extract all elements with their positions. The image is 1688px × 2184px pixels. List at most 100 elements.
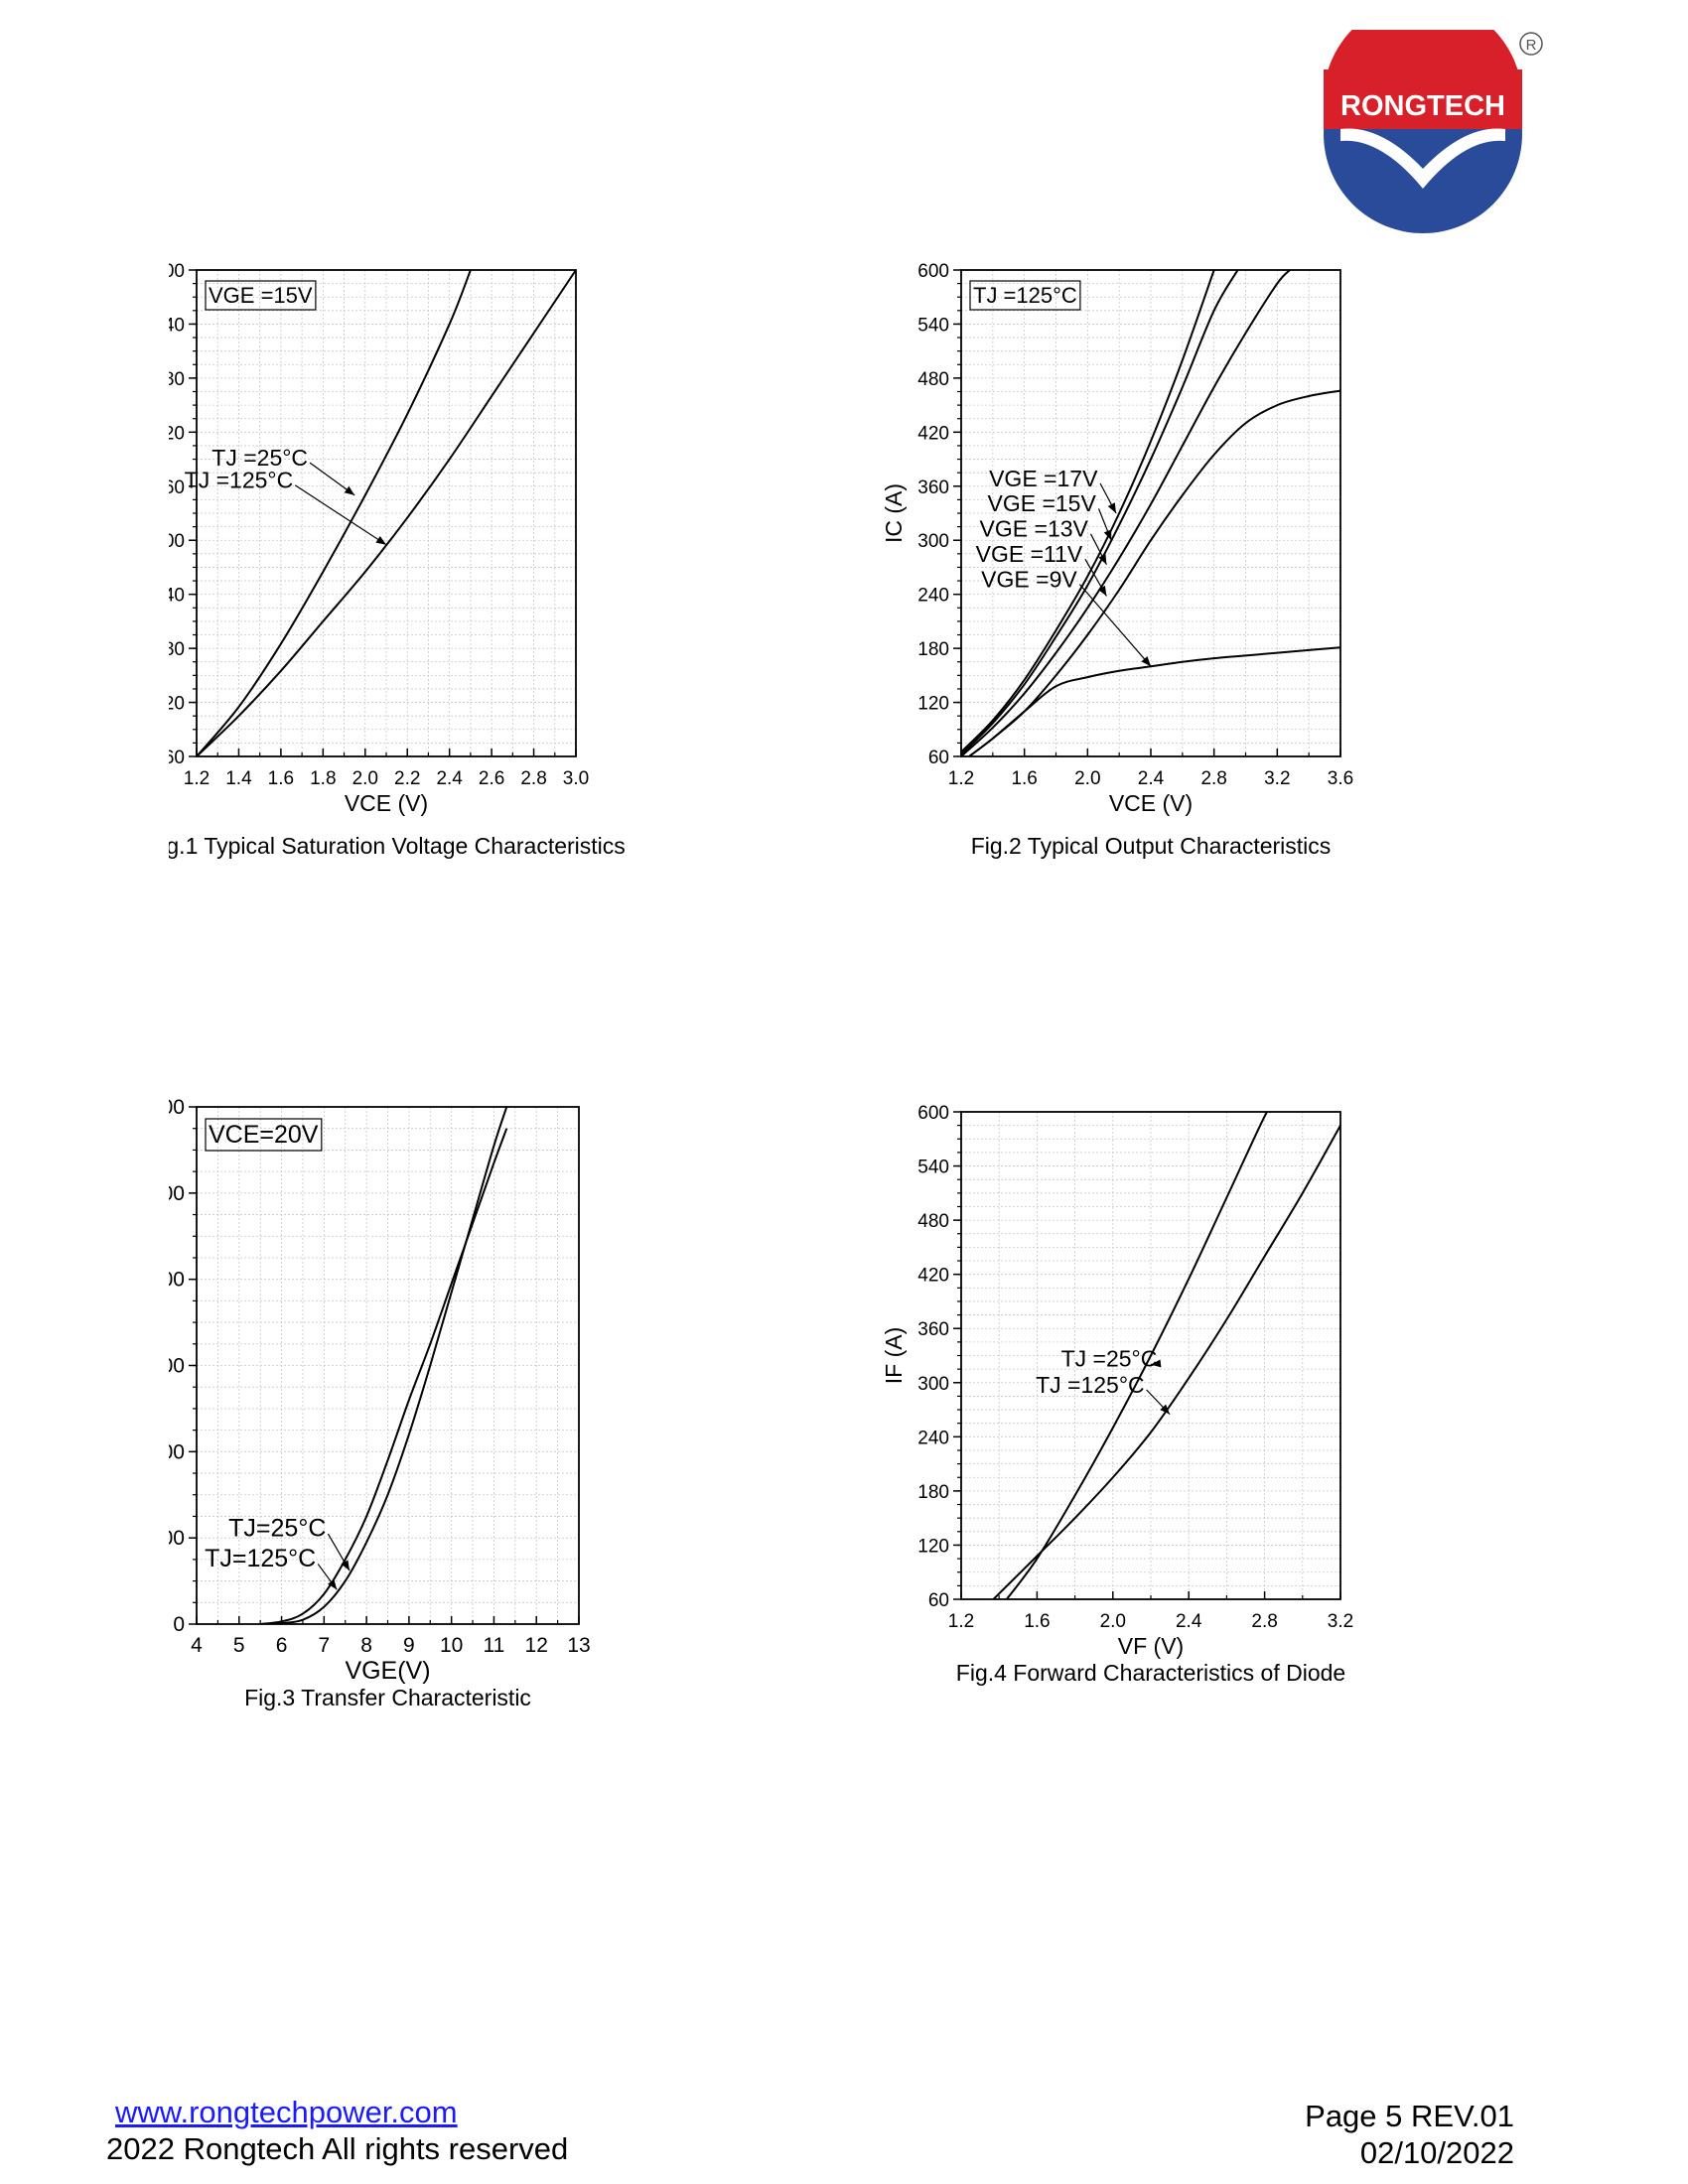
x-tick-label: 1.6 (1011, 768, 1037, 789)
annotation-label: TJ=125°C (205, 1545, 316, 1572)
y-tick-label: 420 (917, 1266, 949, 1287)
x-tick-label: 2.6 (479, 768, 504, 789)
y-tick-label: 600 (169, 1096, 185, 1119)
x-tick-label: 2.2 (394, 768, 420, 789)
x-tick-label: 2.4 (1176, 1611, 1202, 1632)
rongtech-logo: RONGTECH R (1324, 30, 1543, 233)
y-tick-label: 240 (169, 586, 185, 607)
y-tick-label: 100 (169, 1527, 185, 1550)
website-link[interactable]: www.rongtechpower.com (115, 2095, 458, 2129)
x-tick-label: 2.4 (436, 768, 463, 789)
x-tick-label: 1.8 (310, 768, 336, 789)
annotation-label: TJ =125°C (185, 468, 294, 493)
annotation-label: VGE =11V (976, 541, 1083, 567)
x-tick-label: 2.0 (1074, 768, 1100, 789)
y-tick-label: 240 (917, 586, 949, 607)
x-tick-label: 2.8 (1200, 768, 1226, 789)
series-line-2 (961, 270, 1291, 756)
x-tick-label: 3.2 (1328, 1611, 1353, 1632)
grid (197, 270, 576, 756)
y-tick-label: 360 (917, 1319, 949, 1340)
x-tick-label: 3.2 (1264, 768, 1290, 789)
grid (197, 1107, 579, 1624)
x-tick-label: 2.8 (520, 768, 546, 789)
y-tick-label: 600 (917, 1103, 949, 1124)
logo-wave (1340, 128, 1505, 189)
chart-title: Fig.2 Typical Output Characteristics (971, 833, 1332, 859)
y-tick-label: 480 (169, 369, 185, 390)
series-line-1 (992, 1125, 1340, 1599)
condition-label-box (205, 280, 317, 311)
y-tick-label: 360 (917, 478, 949, 498)
y-tick-label: 60 (928, 748, 949, 768)
annotation-label: TJ =25°C (211, 445, 308, 471)
x-tick-label: 2.8 (1251, 1611, 1277, 1632)
y-tick-label: 540 (917, 315, 949, 336)
document-date: 02/10/2022 (1359, 2135, 1514, 2170)
y-tick-label: 540 (169, 315, 185, 336)
x-tick-label: 2.0 (352, 768, 378, 789)
annotation-arrowhead (341, 1560, 350, 1571)
y-tick-label: 600 (169, 261, 185, 282)
x-tick-label: 1.4 (225, 768, 252, 789)
annotation-arrowhead (1098, 553, 1107, 565)
x-tick-label: 5 (233, 1634, 245, 1657)
annotation-arrowhead (344, 485, 355, 495)
y-tick-label: 420 (917, 423, 949, 444)
annotation-arrowhead (328, 1578, 338, 1590)
y-tick-label: 480 (917, 1211, 949, 1232)
annotation-arrowhead (375, 535, 386, 545)
y-tick-label: 240 (917, 1428, 949, 1448)
y-tick-label: 0 (173, 1613, 185, 1636)
x-tick-label: 6 (276, 1634, 288, 1657)
x-axis-label: VGE(V) (345, 1657, 430, 1685)
y-tick-label: 500 (169, 1182, 185, 1205)
annotation-arrow (294, 484, 387, 546)
condition-label-box (969, 280, 1081, 311)
series-line-1 (260, 1128, 508, 1624)
series-line-0 (961, 270, 1215, 753)
y-tick-label: 180 (169, 639, 185, 660)
logo-text: RONGTECH (1340, 90, 1505, 122)
x-tick-label: 4 (191, 1634, 203, 1657)
annotation-arrowhead (1160, 1404, 1171, 1415)
annotation-arrowhead (1103, 529, 1112, 541)
chart-title: Fig.3 Transfer Characteristic (244, 1685, 531, 1710)
x-tick-label: 1.2 (948, 768, 974, 789)
series-line-0 (260, 1107, 508, 1624)
x-tick-label: 10 (440, 1634, 463, 1657)
condition-label-box (205, 1118, 323, 1152)
svg-text:R: R (1526, 37, 1537, 54)
y-tick-label: 180 (917, 1482, 949, 1503)
y-tick-label: 600 (917, 261, 949, 282)
x-tick-label: 2.0 (1100, 1611, 1126, 1632)
y-tick-label: 60 (928, 1590, 949, 1611)
annotation-arrow (1078, 584, 1152, 667)
y-tick-label: 120 (169, 694, 185, 715)
chart-fig4: 1.2 1.6 2.0 2.4 2.8 3.2 60 120 180 240 300 360 420 48… (881, 1103, 1353, 1686)
y-tick-label: 300 (917, 531, 949, 552)
y-tick-label: 480 (917, 369, 949, 390)
annotation-label: VGE =13V (980, 516, 1089, 542)
y-tick-label: 400 (169, 1269, 185, 1292)
condition-label: VGE =15V (209, 283, 313, 308)
x-tick-label: 2.4 (1138, 768, 1165, 789)
chart-fig3: 456789101112130100200300400500600VGE(V)I… (169, 1096, 591, 1710)
annotation-label: TJ =25°C (1061, 1345, 1158, 1371)
annotation-label: TJ=25°C (228, 1514, 326, 1542)
registered-mark-icon (1519, 32, 1543, 56)
x-tick-label: 1.6 (268, 768, 294, 789)
y-tick-label: 420 (169, 423, 185, 444)
x-tick-label: 1.6 (1024, 1611, 1050, 1632)
x-tick-label: 11 (484, 1634, 505, 1657)
y-axis-label: IF (A) (881, 1327, 907, 1385)
y-tick-label: 200 (169, 1440, 185, 1463)
condition-label: VCE=20V (209, 1121, 319, 1149)
annotation-label: VGE =9V (981, 566, 1077, 592)
x-tick-label: 8 (360, 1634, 372, 1657)
y-tick-label: 300 (169, 1355, 185, 1378)
x-axis-label: VCE (V) (345, 790, 428, 816)
y-tick-label: 540 (917, 1158, 949, 1178)
annotation-label: VGE =17V (989, 466, 1098, 491)
x-tick-label: 1.2 (948, 1611, 974, 1632)
